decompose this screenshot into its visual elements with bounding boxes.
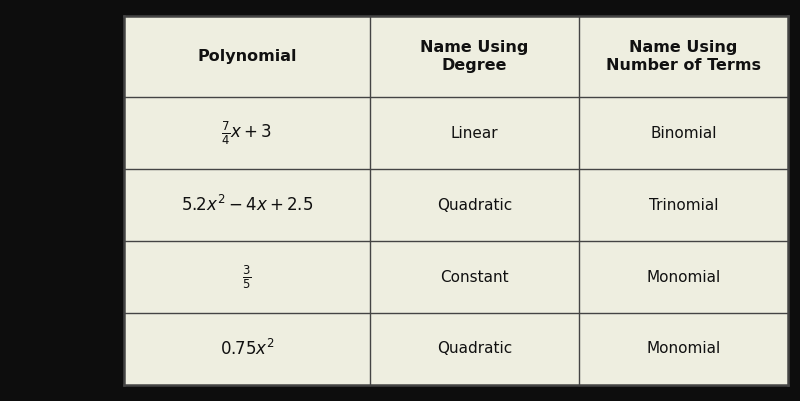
Text: $0.75x^2$: $0.75x^2$ bbox=[219, 339, 274, 359]
Text: Constant: Constant bbox=[440, 269, 509, 285]
Text: Binomial: Binomial bbox=[650, 126, 717, 141]
Text: $5.2x^2 - 4x + 2.5$: $5.2x^2 - 4x + 2.5$ bbox=[181, 195, 313, 215]
Bar bbox=[124, 313, 788, 385]
Bar bbox=[124, 16, 788, 385]
Bar bbox=[124, 97, 788, 169]
Text: $\frac{7}{4}x + 3$: $\frac{7}{4}x + 3$ bbox=[222, 119, 272, 147]
Text: Polynomial: Polynomial bbox=[197, 49, 297, 64]
Text: Name Using
Number of Terms: Name Using Number of Terms bbox=[606, 41, 761, 73]
Text: $\frac{3}{5}$: $\frac{3}{5}$ bbox=[242, 263, 251, 291]
Bar bbox=[124, 241, 788, 313]
Bar bbox=[124, 169, 788, 241]
Text: Name Using
Degree: Name Using Degree bbox=[420, 41, 529, 73]
Text: Quadratic: Quadratic bbox=[437, 198, 512, 213]
Text: Monomial: Monomial bbox=[646, 269, 721, 285]
Text: Trinomial: Trinomial bbox=[649, 198, 718, 213]
Text: Quadratic: Quadratic bbox=[437, 342, 512, 356]
Bar bbox=[124, 16, 788, 97]
Text: Linear: Linear bbox=[450, 126, 498, 141]
Text: Monomial: Monomial bbox=[646, 342, 721, 356]
